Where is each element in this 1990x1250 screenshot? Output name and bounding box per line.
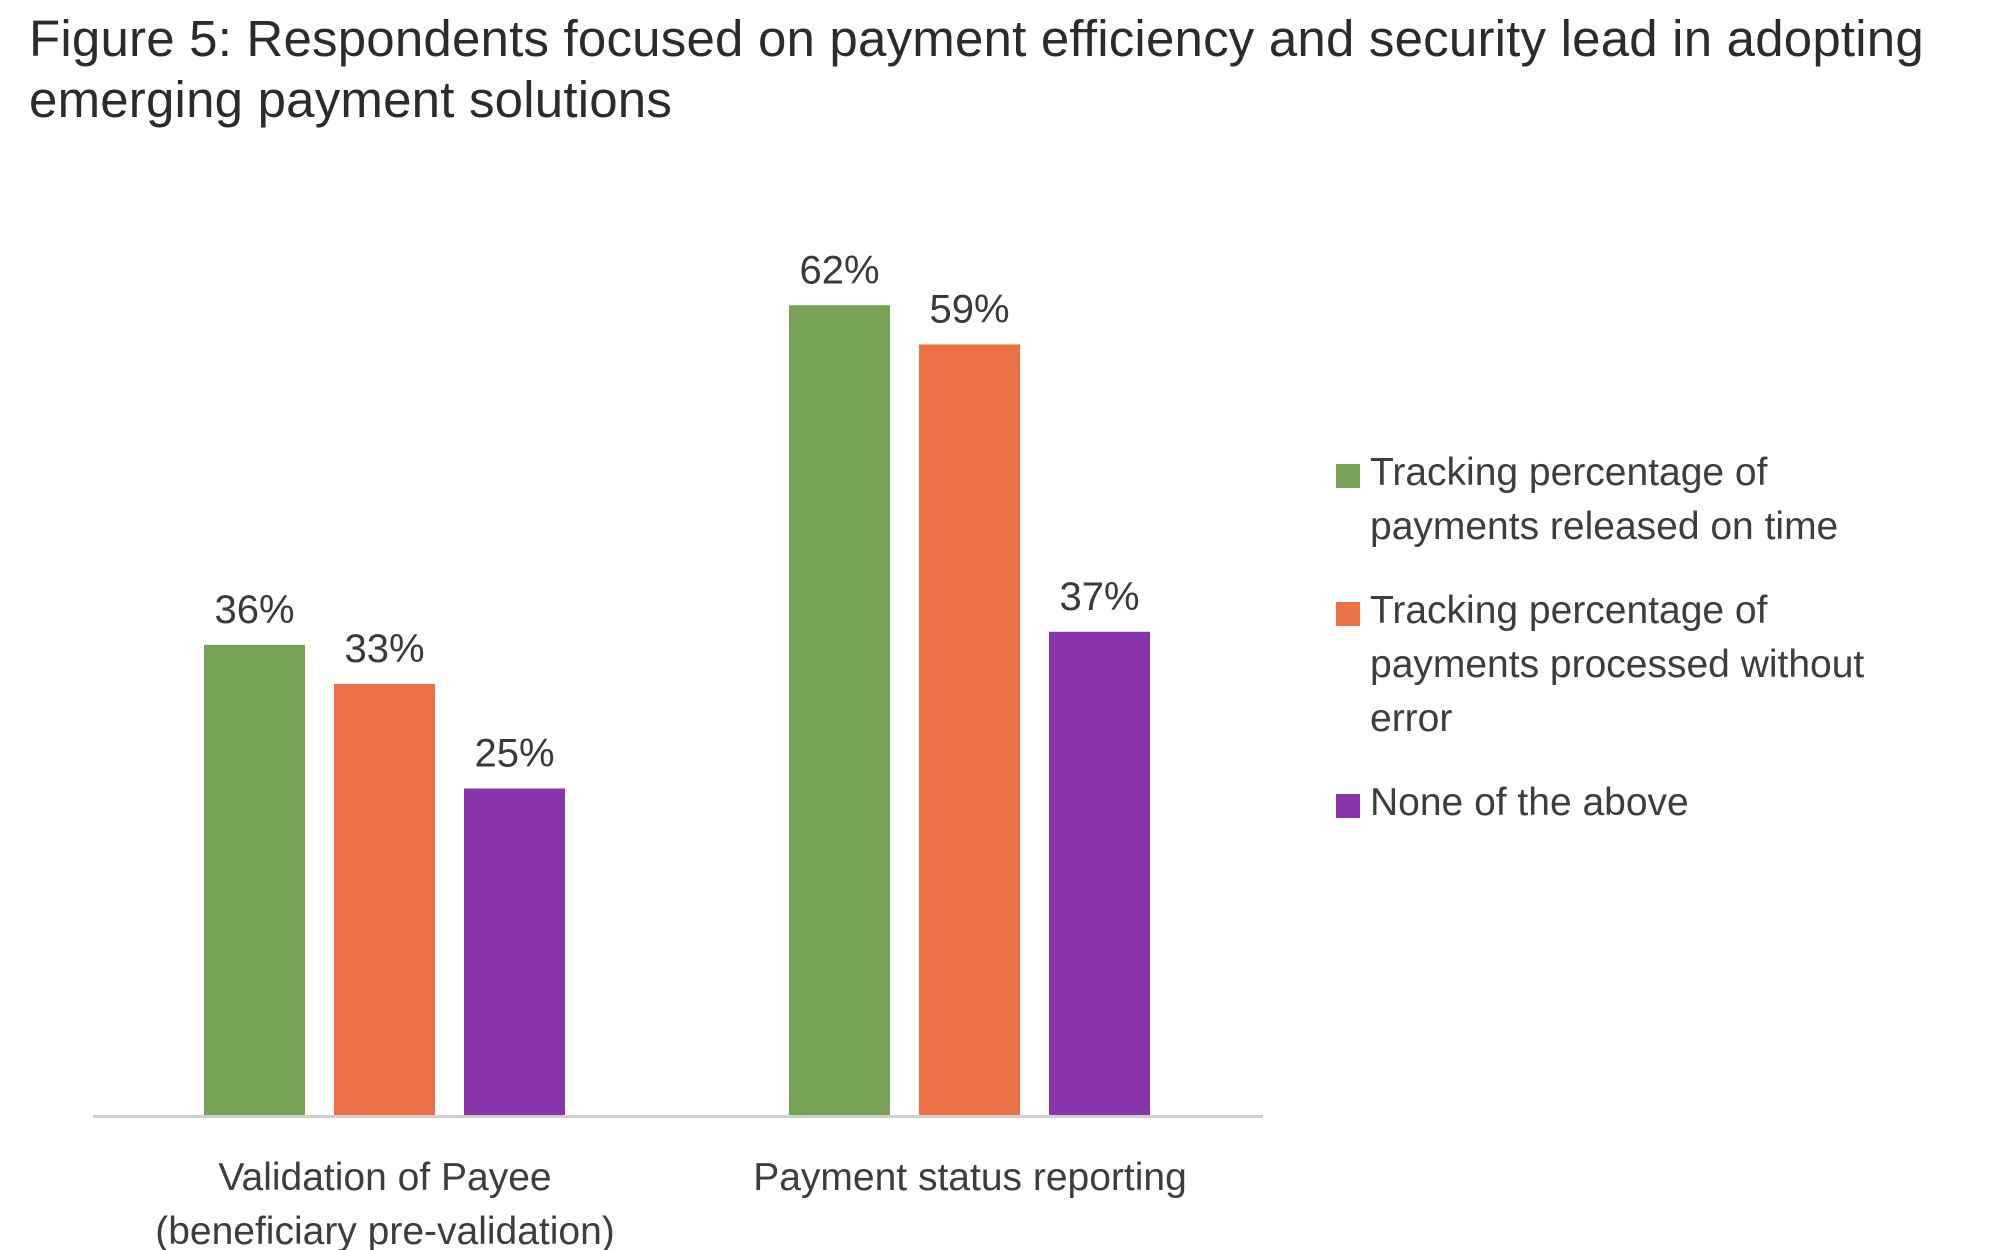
category-label: Validation of Payee	[218, 1156, 551, 1199]
value-labels-layer: 36% 62% 33% 59% 25% 37%	[214, 248, 1139, 775]
category-label: (beneficiary pre-validation)	[155, 1210, 615, 1250]
legend-item: Tracking percentage of payments processed…	[1336, 584, 1976, 746]
legend-label: Tracking percentage of	[1370, 589, 1768, 632]
bar-series-1-category-2	[789, 305, 890, 1115]
legend-swatch	[1336, 602, 1360, 626]
chart-title: Figure 5: Respondents focused on payment…	[29, 10, 1924, 128]
legend-swatch	[1336, 794, 1360, 818]
bars-layer	[204, 305, 1150, 1116]
value-label: 36%	[214, 588, 294, 632]
value-label: 37%	[1059, 575, 1139, 619]
category-label: Payment status reporting	[753, 1156, 1187, 1199]
legend-label: payments released on time	[1370, 505, 1839, 548]
bar-series-3-category-2	[1049, 631, 1150, 1115]
value-label: 59%	[929, 287, 1009, 331]
bar-series-1-category-1	[204, 644, 305, 1115]
bar-series-3-category-1	[464, 788, 565, 1115]
legend-item: Tracking percentage of payments released …	[1336, 446, 1976, 554]
legend-label: payments processed without	[1370, 643, 1865, 686]
legend-item: None of the above	[1336, 776, 1976, 830]
legend-label: None of the above	[1370, 781, 1689, 824]
bar-series-2-category-2	[919, 344, 1020, 1116]
legend-label: Tracking percentage of	[1370, 451, 1768, 494]
bar-series-2-category-1	[334, 684, 435, 1115]
category-labels-layer: Validation of Payee (beneficiary pre-vali…	[155, 1156, 1187, 1250]
legend-swatch	[1336, 464, 1360, 488]
value-label: 33%	[344, 627, 424, 671]
legend-label: error	[1370, 697, 1453, 740]
value-label: 25%	[474, 732, 554, 776]
legend: Tracking percentage of payments released …	[1336, 446, 1976, 860]
value-label: 62%	[799, 248, 879, 292]
